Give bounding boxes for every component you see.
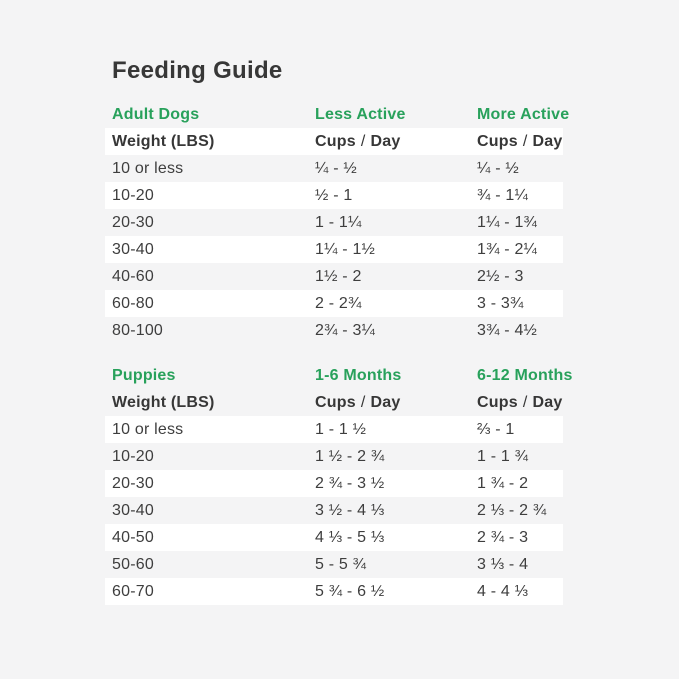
range-cell: ¼ - ½	[477, 159, 519, 177]
table-subheader-row: Weight (LBS) Cups / Day Cups / Day	[105, 128, 563, 155]
range-cell: 5 ¾ - 6 ½	[315, 582, 385, 600]
adult-dogs-section: Adult Dogs Less Active More Active Weigh…	[105, 101, 569, 344]
table-row: 60-80 2 - 2¾ 3 - 3¾	[105, 290, 563, 317]
range-cell: 4 - 4 ⅓	[477, 582, 529, 600]
page-title: Feeding Guide	[112, 57, 283, 84]
range-cell: 3 ½ - 4 ⅓	[315, 501, 385, 519]
table-subheader-row: Weight (LBS) Cups / Day Cups / Day	[105, 389, 563, 416]
range-cell: ¼ - ½	[315, 159, 357, 177]
table-row: 10 or less ¼ - ½ ¼ - ½	[105, 155, 563, 182]
cups-day-header: Cups / Day	[477, 393, 563, 411]
weight-cell: 20-30	[112, 474, 154, 492]
section-title-puppies: Puppies	[112, 366, 176, 384]
cups-day-header: Cups / Day	[477, 132, 563, 150]
range-cell: 3 ⅓ - 4	[477, 555, 529, 573]
weight-cell: 30-40	[112, 501, 154, 519]
table-row: 10 or less 1 - 1 ½ ⅔ - 1	[105, 416, 563, 443]
slash-separator: /	[360, 132, 366, 150]
range-cell: 1 - 1¼	[315, 213, 362, 231]
range-cell: ½ - 1	[315, 186, 353, 204]
slash-separator: /	[522, 132, 528, 150]
column-header-less-active: Less Active	[315, 105, 406, 123]
weight-cell: 40-60	[112, 267, 154, 285]
weight-cell: 40-50	[112, 528, 154, 546]
table-row: 40-50 4 ⅓ - 5 ⅓ 2 ¾ - 3	[105, 524, 563, 551]
range-cell: 4 ⅓ - 5 ⅓	[315, 528, 385, 546]
range-cell: 2½ - 3	[477, 267, 524, 285]
slash-separator: /	[360, 393, 366, 411]
column-header-6-12-months: 6-12 Months	[477, 366, 573, 384]
range-cell: 3 - 3¾	[477, 294, 524, 312]
cups-day-header: Cups / Day	[315, 132, 401, 150]
table-row: 80-100 2¾ - 3¼ 3¾ - 4½	[105, 317, 563, 344]
puppies-section: Puppies 1-6 Months 6-12 Months Weight (L…	[105, 362, 572, 605]
weight-cell: 80-100	[112, 321, 164, 339]
range-cell: 1¼ - 1¾	[477, 213, 538, 231]
weight-cell: 30-40	[112, 240, 154, 258]
range-cell: 1¾ - 2¼	[477, 240, 538, 258]
weight-cell: 20-30	[112, 213, 154, 231]
column-header-1-6-months: 1-6 Months	[315, 366, 402, 384]
weight-cell: 60-70	[112, 582, 154, 600]
range-cell: 2¾ - 3¼	[315, 321, 376, 339]
range-cell: 2 ⅓ - 2 ¾	[477, 501, 547, 519]
table-row: 10-20 ½ - 1 ¾ - 1¼	[105, 182, 563, 209]
weight-header: Weight (LBS)	[112, 393, 215, 411]
range-cell: 1 - 1 ½	[315, 420, 367, 438]
adult-dogs-section-header: Adult Dogs Less Active More Active	[105, 101, 569, 128]
weight-cell: 10-20	[112, 447, 154, 465]
weight-cell: 10 or less	[112, 159, 184, 177]
table-row: 30-40 1¼ - 1½ 1¾ - 2¼	[105, 236, 563, 263]
range-cell: 3¾ - 4½	[477, 321, 538, 339]
weight-cell: 50-60	[112, 555, 154, 573]
range-cell: 1½ - 2	[315, 267, 362, 285]
section-title-adult-dogs: Adult Dogs	[112, 105, 200, 123]
range-cell: 1 ¾ - 2	[477, 474, 529, 492]
range-cell: 1 ½ - 2 ¾	[315, 447, 385, 465]
range-cell: 5 - 5 ¾	[315, 555, 367, 573]
table-row: 50-60 5 - 5 ¾ 3 ⅓ - 4	[105, 551, 563, 578]
puppies-section-header: Puppies 1-6 Months 6-12 Months	[105, 362, 572, 389]
range-cell: 1¼ - 1½	[315, 240, 376, 258]
range-cell: 1 - 1 ¾	[477, 447, 529, 465]
table-row: 20-30 2 ¾ - 3 ½ 1 ¾ - 2	[105, 470, 563, 497]
weight-cell: 10 or less	[112, 420, 184, 438]
weight-header: Weight (LBS)	[112, 132, 215, 150]
range-cell: ⅔ - 1	[477, 420, 515, 438]
puppies-table: Weight (LBS) Cups / Day Cups / Day 10 or les…	[105, 389, 563, 605]
table-row: 10-20 1 ½ - 2 ¾ 1 - 1 ¾	[105, 443, 563, 470]
table-row: 60-70 5 ¾ - 6 ½ 4 - 4 ⅓	[105, 578, 563, 605]
range-cell: 2 ¾ - 3	[477, 528, 529, 546]
slash-separator: /	[522, 393, 528, 411]
weight-cell: 10-20	[112, 186, 154, 204]
cups-day-header: Cups / Day	[315, 393, 401, 411]
table-row: 20-30 1 - 1¼ 1¼ - 1¾	[105, 209, 563, 236]
column-header-more-active: More Active	[477, 105, 570, 123]
adult-dogs-table: Weight (LBS) Cups / Day Cups / Day 10 or les…	[105, 128, 563, 344]
weight-cell: 60-80	[112, 294, 154, 312]
range-cell: 2 - 2¾	[315, 294, 362, 312]
range-cell: ¾ - 1¼	[477, 186, 529, 204]
table-row: 30-40 3 ½ - 4 ⅓ 2 ⅓ - 2 ¾	[105, 497, 563, 524]
table-row: 40-60 1½ - 2 2½ - 3	[105, 263, 563, 290]
range-cell: 2 ¾ - 3 ½	[315, 474, 385, 492]
